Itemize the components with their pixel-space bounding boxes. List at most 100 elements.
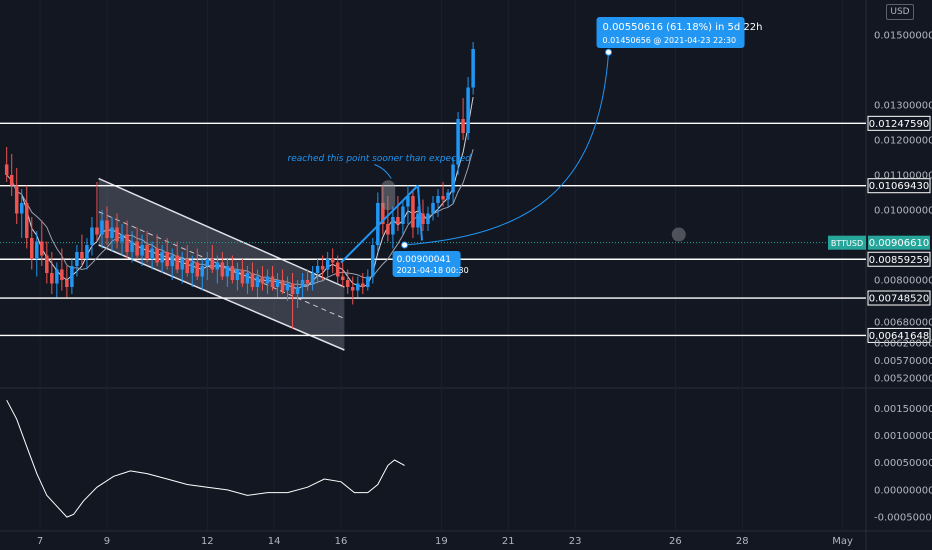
candle-body [190, 262, 195, 273]
currency-badge[interactable]: USD [886, 4, 914, 20]
moving-average-slow [6, 149, 474, 286]
candle-body [350, 287, 355, 291]
annotation-arrow [374, 164, 392, 179]
candle-body [115, 227, 119, 242]
start-callout-price: 0.00900041 [397, 255, 451, 265]
candle-body [381, 203, 385, 224]
candle-body [270, 276, 275, 287]
candle-body [210, 259, 215, 270]
price-tick-label: 0.00570000 [874, 356, 932, 367]
time-tick-label: 7 [37, 536, 43, 547]
candle-body [100, 220, 104, 235]
oscillator-tick-label: 0.00150000 [874, 404, 932, 415]
candle-body [300, 280, 305, 287]
oscillator-tick-label: 0.00050000 [874, 458, 932, 469]
level-label: 0.01247590 [869, 119, 929, 130]
current-price-label: 0.00906610 [869, 238, 929, 249]
projection-start-point[interactable] [401, 241, 409, 249]
time-tick-label: 28 [736, 536, 749, 547]
candle-body [320, 266, 325, 270]
trend-line-drop[interactable] [416, 185, 423, 241]
candle-body [280, 280, 285, 291]
candle-body [90, 227, 94, 245]
highlight-marker[interactable] [381, 180, 396, 211]
candle-body [55, 269, 59, 284]
candle-body [436, 196, 440, 203]
projection-end-point[interactable] [605, 48, 613, 56]
candle-body [235, 269, 240, 280]
candle-body [335, 262, 340, 277]
current-price-badge[interactable] [868, 235, 930, 250]
level-label-box [867, 178, 931, 194]
candle-body [24, 203, 29, 238]
candle-body [441, 196, 445, 200]
candle-body [120, 234, 124, 242]
candle-body [140, 245, 144, 256]
candle-body [340, 276, 345, 280]
candle-body [391, 217, 395, 235]
channel-upper-line[interactable] [98, 177, 345, 288]
price-tick-label: 0.01500000 [874, 31, 932, 42]
start-callout[interactable] [392, 251, 461, 277]
time-tick-label: 19 [435, 536, 448, 547]
candle-body [170, 255, 174, 266]
candle-body [110, 227, 114, 238]
trend-line[interactable] [340, 184, 419, 264]
price-tick-label: 0.01200000 [874, 136, 932, 147]
time-tick-label: 26 [669, 536, 682, 547]
candle-body [75, 252, 79, 266]
candle-body [330, 259, 335, 263]
symbol-badge-label: BTTUSD [831, 239, 863, 248]
candle-body [155, 248, 159, 263]
candle-body [371, 245, 375, 277]
time-tick-label: May [832, 536, 853, 547]
projection-curve[interactable] [404, 52, 610, 246]
annotation-label[interactable]: reached this point sooner than expected [288, 154, 472, 164]
candle-body [310, 273, 315, 284]
candle-body [461, 119, 465, 133]
oscillator-line [6, 399, 405, 518]
candle-body [451, 164, 455, 193]
candle-body [185, 259, 189, 273]
candle-body [60, 269, 64, 280]
level-label: 0.00641648 [869, 331, 929, 342]
candle-body [205, 259, 210, 266]
candle-body [401, 206, 405, 224]
candle-body [255, 276, 260, 287]
price-tick-label: 0.01100000 [874, 171, 932, 182]
projection-callout-primary: 0.00550616 (61.18%) in 5d 22h [603, 22, 763, 33]
projection-callout[interactable] [596, 17, 745, 48]
candle-body [245, 273, 250, 284]
price-tick-label: 0.01300000 [874, 101, 932, 112]
moving-average-fast [6, 97, 474, 290]
price-tick-label: 0.00520000 [874, 374, 932, 385]
start-callout-time: 2021-04-18 00:30 [397, 266, 469, 275]
candle-body [14, 185, 19, 214]
candles [4, 42, 475, 329]
time-tick-label: 14 [268, 536, 281, 547]
oscillator-tick-label: 0.00100000 [874, 431, 932, 442]
symbol-badge[interactable] [828, 235, 866, 250]
level-label: 0.00859259 [869, 255, 929, 266]
level-label: 0.00748520 [869, 294, 929, 305]
candle-body [426, 213, 430, 224]
candle-body [285, 283, 290, 291]
candle-body [411, 196, 415, 228]
drawings[interactable]: reached this point sooner than expected 0… [288, 17, 763, 277]
candle-body [85, 245, 89, 259]
candle-body [4, 164, 9, 175]
candle-body [345, 280, 350, 287]
price-tick-label: 0.01000000 [874, 206, 932, 217]
candle-body [215, 262, 220, 270]
candle-body [406, 196, 410, 207]
price-tick-label: 0.00680000 [874, 318, 932, 329]
cursor-marker [671, 227, 686, 242]
candle-body [386, 224, 390, 235]
candle-body [421, 213, 425, 224]
candle-body [325, 259, 330, 270]
axes: 0.01500000 0.01300000 0.01200000 0.01100000… [37, 31, 932, 548]
candle-body [45, 255, 49, 273]
candle-body [240, 269, 245, 284]
